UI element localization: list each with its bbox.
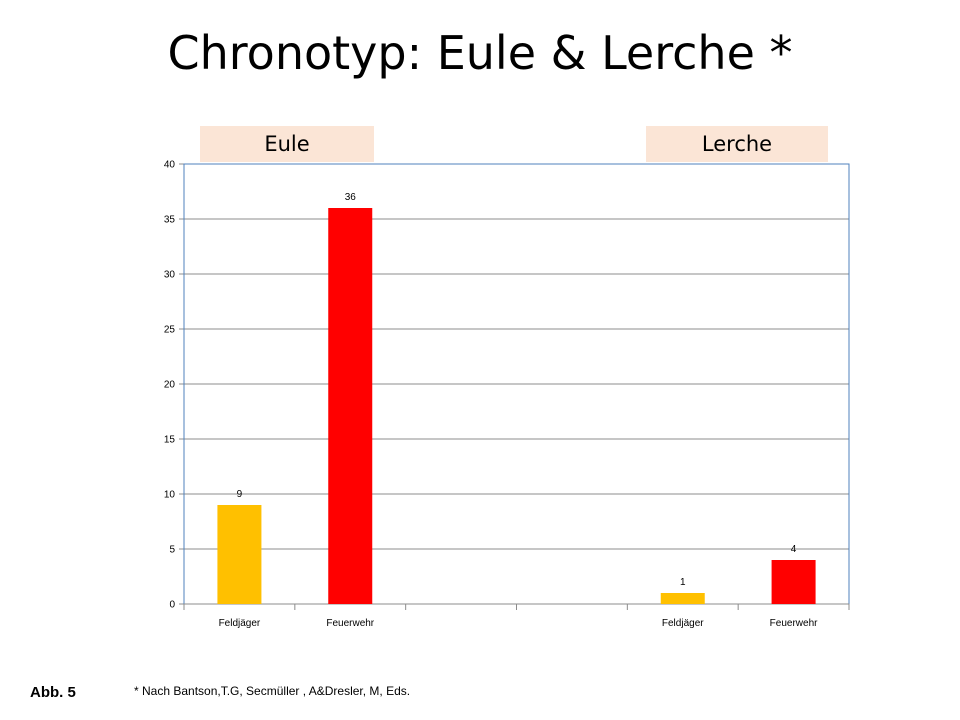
x-category-label: Feldjäger — [219, 618, 261, 629]
footnote: * Nach Bantson,T.G, Secmüller , A&Dresle… — [134, 684, 411, 698]
bar-1 — [217, 505, 262, 604]
bars — [217, 208, 816, 604]
y-tick-label: 35 — [164, 215, 176, 226]
data-label: 36 — [345, 192, 357, 203]
y-tick-label: 15 — [164, 435, 176, 446]
bar-5 — [660, 593, 705, 604]
group-label-lerche: Lerche — [646, 126, 828, 162]
slide-title: Chronotyp: Eule & Lerche * — [167, 26, 793, 80]
axes — [179, 163, 850, 610]
y-tick-label: 5 — [169, 545, 175, 556]
labels: 0 5 10 15 20 25 30 35 40 9 Feldjäger 36 Feuerwehr 1 Fe… — [164, 160, 818, 630]
bar-6 — [771, 560, 816, 604]
group-label-eule: Eule — [200, 126, 374, 162]
figure-label: Abb. 5 — [30, 684, 76, 701]
y-tick-label: 30 — [164, 270, 176, 281]
data-label: 9 — [237, 489, 243, 500]
bar-2 — [328, 208, 373, 604]
y-tick-label: 40 — [164, 160, 176, 171]
x-category-label: Feuerwehr — [326, 618, 374, 629]
x-category-label: Feuerwehr — [770, 618, 818, 629]
data-label: 4 — [791, 544, 797, 555]
y-tick-label: 20 — [164, 380, 176, 391]
y-tick-label: 25 — [164, 325, 176, 336]
data-label: 1 — [680, 577, 686, 588]
y-tick-label: 10 — [164, 490, 176, 501]
x-category-label: Feldjäger — [662, 618, 704, 629]
y-tick-label: 0 — [169, 600, 175, 611]
grid-lines — [184, 163, 849, 550]
